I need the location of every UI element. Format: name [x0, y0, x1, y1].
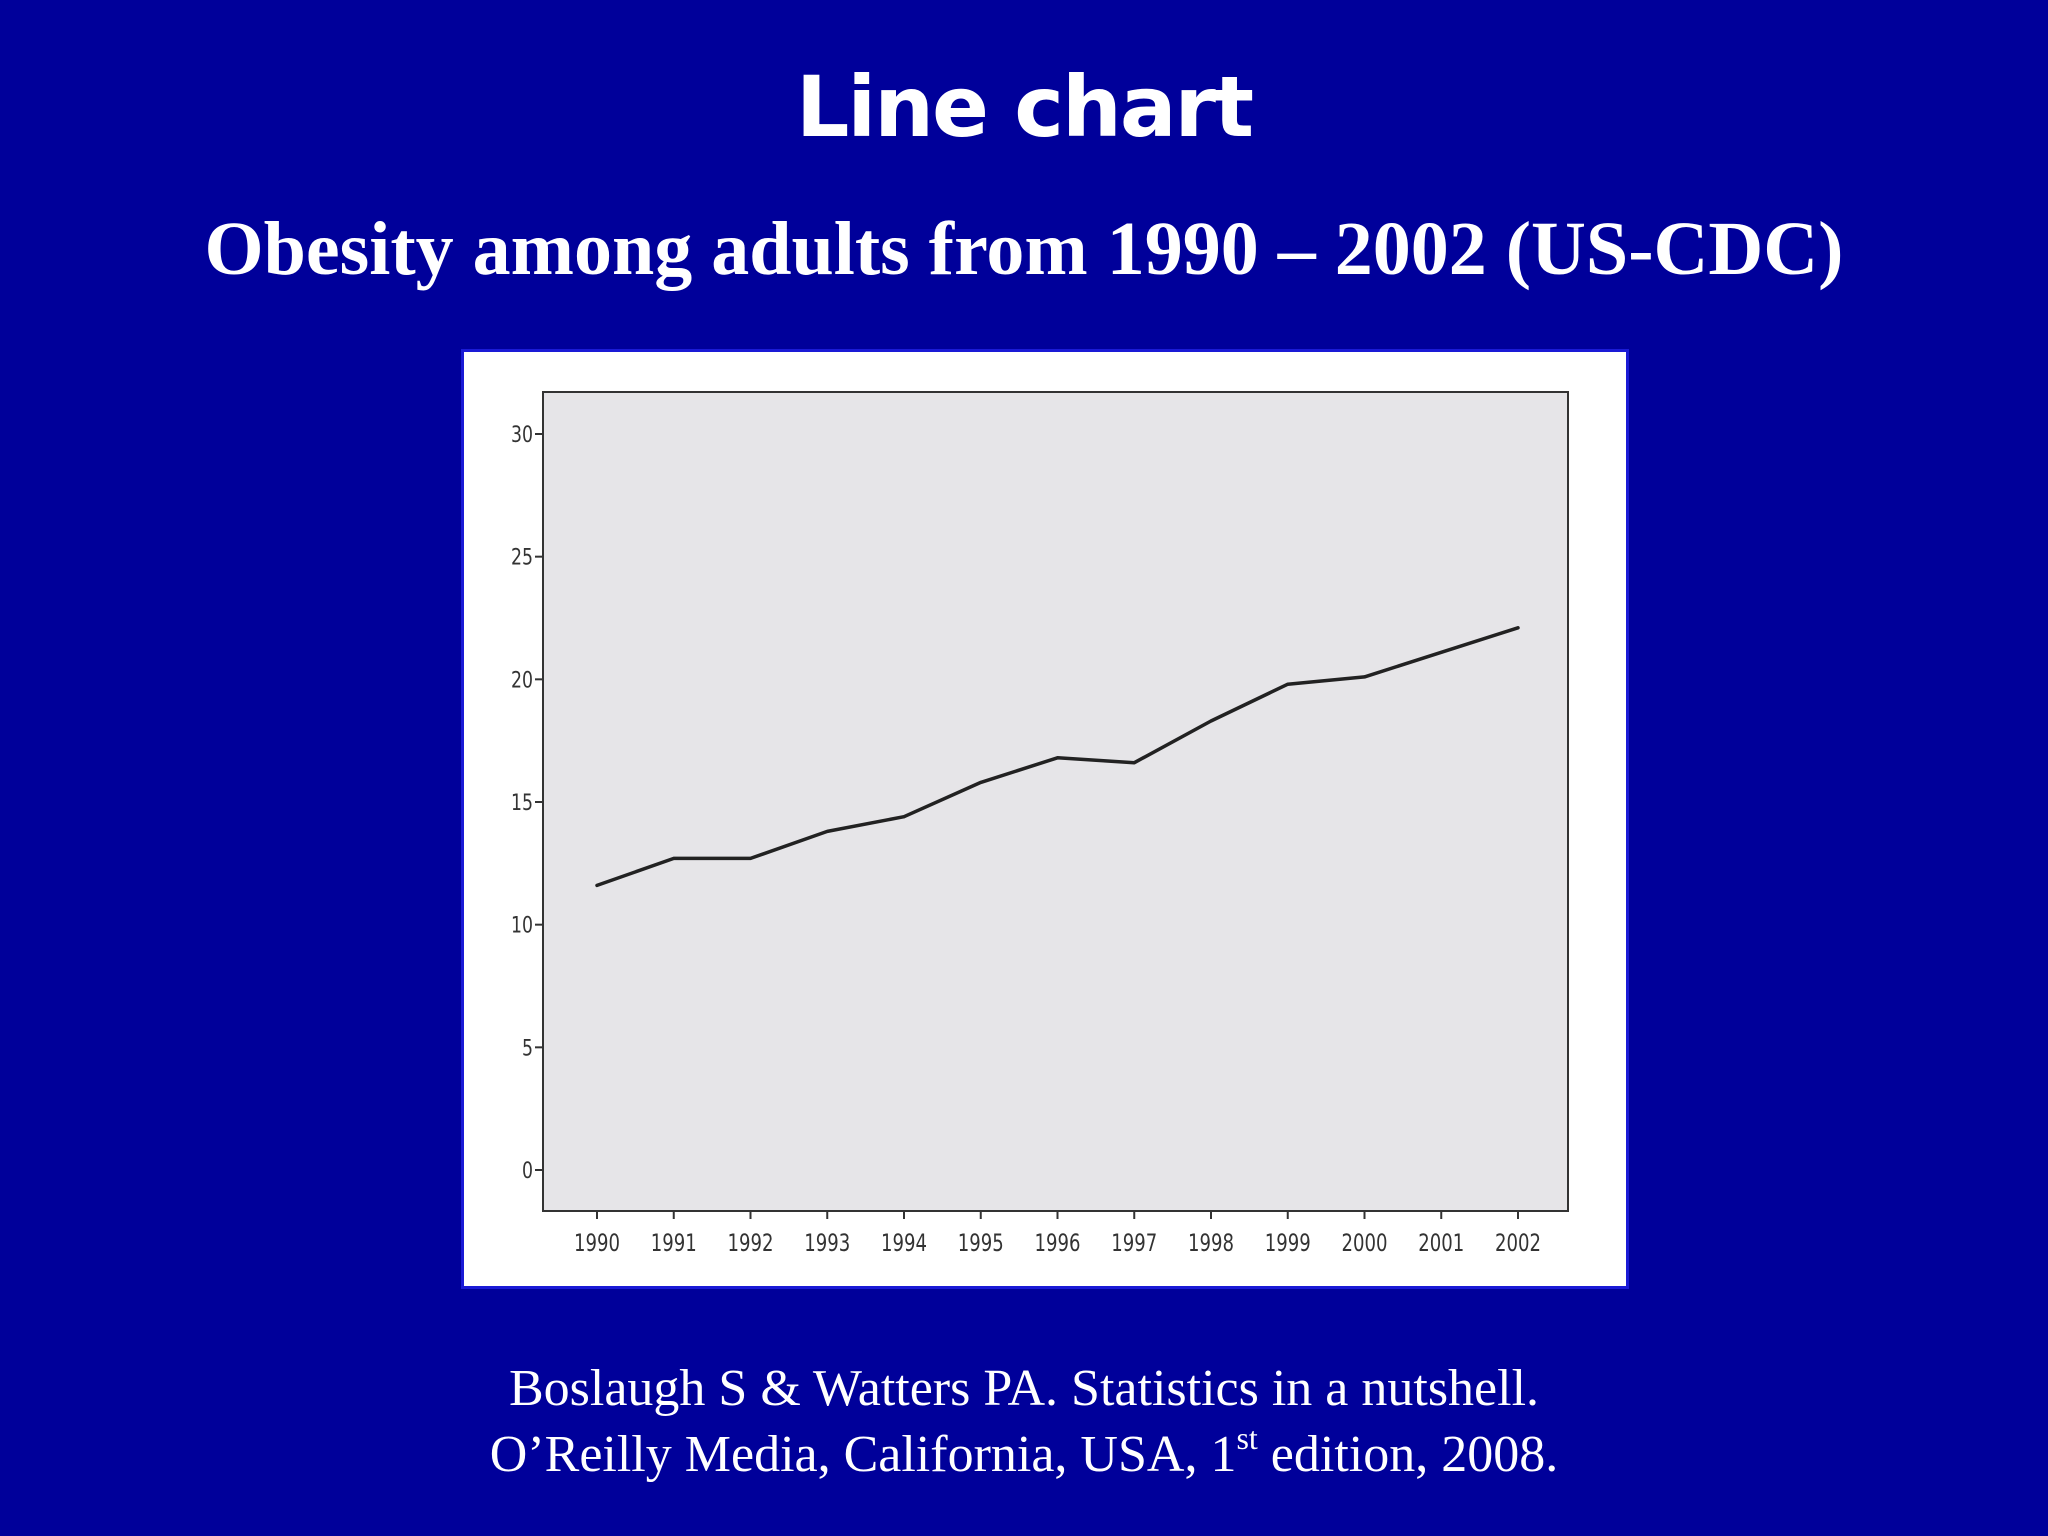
y-tick-label: 5: [522, 1036, 533, 1061]
y-tick-label: 15: [511, 791, 533, 816]
slide-title: Line chart: [795, 58, 1254, 156]
data-point: [1132, 761, 1136, 765]
citation-line-2-text: O’Reilly Media, California, USA, 1: [489, 1426, 1237, 1483]
citation: Boslaugh S & Watters PA. Statistics in a…: [0, 1356, 2048, 1488]
slide-subtitle: Obesity among adults from 1990 – 2002 (U…: [204, 207, 1844, 291]
x-tick-label: 1992: [728, 1229, 774, 1257]
x-tick-label: 2001: [1418, 1229, 1464, 1257]
y-tick-label: 10: [511, 914, 533, 939]
data-point: [595, 883, 599, 887]
citation-line-2: O’Reilly Media, California, USA, 1st edi…: [0, 1422, 2048, 1488]
data-point: [979, 780, 983, 784]
x-tick-label: 1991: [651, 1229, 697, 1257]
y-tick-label: 30: [511, 423, 533, 448]
y-tick-label: 25: [511, 546, 533, 571]
x-tick-label: 1994: [881, 1229, 927, 1257]
x-tick-label: 1995: [958, 1229, 1004, 1257]
data-point: [825, 829, 829, 833]
y-tick-label: 0: [522, 1159, 533, 1184]
y-tick-label: 20: [511, 668, 533, 693]
x-tick-label: 1999: [1265, 1229, 1311, 1257]
citation-ordinal-suffix: st: [1236, 1420, 1258, 1456]
data-point: [902, 815, 906, 819]
chart-frame: 0 5 10 15 20 25 30 1990 1991 1992 1993 1994 1995 1996…: [461, 349, 1629, 1289]
x-tick-label: 1990: [574, 1229, 620, 1257]
data-point: [1056, 756, 1059, 760]
x-tick-label: 2000: [1342, 1229, 1388, 1257]
line-chart: 0 5 10 15 20 25 30 1990 1991 1992 1993 1994 1995 1996…: [511, 391, 1569, 1257]
x-tick-label: 1997: [1111, 1229, 1157, 1257]
x-tick-label: 1998: [1188, 1229, 1234, 1257]
data-point: [1516, 626, 1520, 630]
x-tick-label: 1993: [804, 1229, 850, 1257]
x-tick-label: 1996: [1035, 1229, 1081, 1257]
x-tick-label: 2002: [1495, 1229, 1541, 1257]
data-point: [1363, 675, 1366, 679]
citation-line-1: Boslaugh S & Watters PA. Statistics in a…: [508, 1360, 1540, 1417]
citation-line-2-end: edition, 2008.: [1257, 1426, 1559, 1483]
plot-area: [542, 391, 1569, 1212]
data-point: [672, 856, 676, 860]
data-point: [749, 856, 752, 860]
data-point: [1209, 719, 1213, 723]
data-point: [1286, 682, 1290, 686]
data-point: [1439, 650, 1443, 654]
